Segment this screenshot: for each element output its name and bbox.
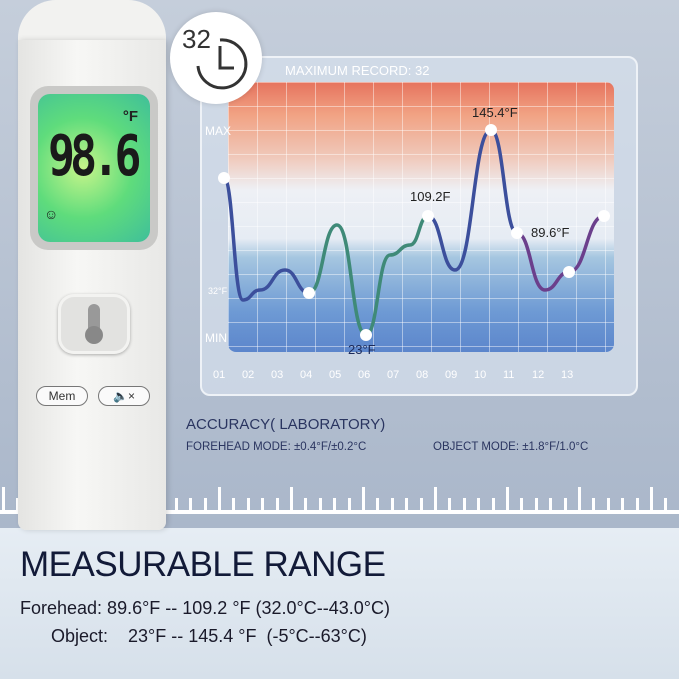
- ruler-tick: [664, 498, 668, 511]
- ruler-tick: [578, 487, 581, 511]
- ruler-tick: [203, 498, 207, 511]
- annotation-high: 109.2F: [410, 189, 451, 204]
- curve-point: [598, 210, 610, 222]
- measure-button[interactable]: [58, 294, 130, 354]
- y-label-min: MIN: [205, 331, 227, 345]
- ruler-tick: [477, 498, 481, 511]
- lcd-display: °F 98.6 ☺: [38, 94, 150, 242]
- speaker-mute-icon: 🔈×: [113, 389, 135, 403]
- ruler-tick: [304, 498, 308, 511]
- ruler-tick: [333, 498, 337, 511]
- clock-icon: [196, 38, 248, 90]
- ruler-tick: [174, 498, 178, 511]
- curve-point: [422, 210, 434, 222]
- ruler-tick: [462, 498, 466, 511]
- x-label: 13: [561, 369, 574, 381]
- x-label: 04: [300, 369, 313, 381]
- ruler-tick: [534, 498, 538, 511]
- x-label: 12: [532, 369, 545, 381]
- thermometer-screen: °F 98.6 ☺: [30, 86, 158, 250]
- annotation-max: 145.4°F: [472, 105, 518, 120]
- record-badge: 32: [170, 12, 262, 104]
- ruler-tick: [549, 498, 553, 511]
- display-value: 98.6: [48, 124, 141, 189]
- smiley-icon: ☺: [44, 206, 59, 222]
- ruler-tick: [16, 498, 20, 511]
- ruler-tick: [506, 487, 509, 511]
- x-label: 02: [242, 369, 255, 381]
- ruler-tick: [635, 498, 639, 511]
- chart-plot-area: [228, 82, 614, 352]
- chart-grid: [228, 82, 614, 352]
- curve-segment: [427, 128, 518, 272]
- ruler-tick: [405, 498, 409, 511]
- record-count: 32: [182, 24, 211, 54]
- accuracy-object: OBJECT MODE: ±1.8°F/1.0°C: [433, 441, 589, 453]
- ruler-tick: [448, 498, 452, 511]
- range-title: MEASURABLE RANGE: [20, 545, 386, 584]
- x-label: 06: [358, 369, 371, 381]
- ruler-tick: [491, 498, 495, 511]
- mem-button[interactable]: Mem: [36, 386, 88, 406]
- curve-point: [360, 329, 372, 341]
- ruler-baseline: [0, 510, 679, 514]
- thermometer-bulb: [85, 326, 103, 344]
- y-label-max: MAX: [205, 124, 232, 138]
- ruler-tick: [592, 498, 596, 511]
- lower-background: [0, 528, 679, 679]
- ruler-tick: [347, 498, 351, 511]
- ruler-tick: [606, 498, 610, 511]
- ruler-tick: [261, 498, 265, 511]
- curve-point: [485, 124, 497, 136]
- ruler-tick: [232, 498, 236, 511]
- curve-point: [511, 227, 523, 239]
- annotation-forehead-low: 89.6°F: [531, 225, 570, 240]
- accuracy-title: ACCURACY( LABORATORY): [186, 416, 386, 433]
- display-unit: °F: [122, 108, 138, 125]
- x-label: 08: [416, 369, 429, 381]
- chart-title: MAXIMUM RECORD: 32: [285, 63, 430, 78]
- x-label: 03: [271, 369, 284, 381]
- x-label: 09: [445, 369, 458, 381]
- ruler-tick: [362, 487, 365, 511]
- y-label-32f: 32°F: [208, 286, 228, 296]
- ruler-tick: [563, 498, 567, 511]
- mute-button[interactable]: 🔈×: [98, 386, 150, 406]
- x-label: 07: [387, 369, 400, 381]
- ruler-tick: [318, 498, 322, 511]
- ruler-tick: [390, 498, 394, 511]
- ruler-tick: [218, 487, 221, 511]
- curve-point: [303, 287, 315, 299]
- ruler-tick: [290, 487, 293, 511]
- ruler-tick: [2, 487, 5, 511]
- ruler-tick: [434, 487, 437, 511]
- x-label: 01: [213, 369, 226, 381]
- ruler-tick: [189, 498, 193, 511]
- curve-point: [218, 172, 230, 184]
- range-object: Object: 23°F -- 145.4 °F (-5°C--63°C): [51, 626, 367, 646]
- x-label: 10: [474, 369, 487, 381]
- curve-point: [563, 266, 575, 278]
- ruler-tick: [650, 487, 653, 511]
- ruler-tick: [275, 498, 279, 511]
- curve-segment: [308, 214, 429, 337]
- curve-segment: [516, 214, 605, 292]
- x-label: 05: [329, 369, 342, 381]
- annotation-low: 23°F: [348, 342, 376, 357]
- accuracy-forehead: FOREHEAD MODE: ±0.4°F/±0.2°C: [186, 441, 367, 453]
- ruler-tick: [520, 498, 524, 511]
- ruler-tick: [621, 498, 625, 511]
- curve-segment: [222, 176, 310, 302]
- ruler-tick: [376, 498, 380, 511]
- ruler-tick: [246, 498, 250, 511]
- x-label: 11: [503, 369, 515, 381]
- ruler-tick: [419, 498, 423, 511]
- range-forehead: Forehead: 89.6°F -- 109.2 °F (32.0°C--43…: [20, 598, 390, 618]
